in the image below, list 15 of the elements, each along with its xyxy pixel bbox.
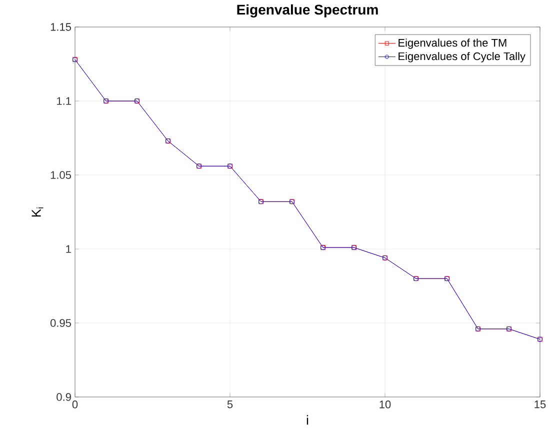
y-tick-label: 1.15 bbox=[50, 23, 71, 31]
x-tick-label: 5 bbox=[227, 400, 233, 408]
legend-label: Eigenvalues of the TM bbox=[398, 38, 506, 49]
y-tick-label: 0.9 bbox=[56, 393, 71, 401]
y-tick-label: 0.95 bbox=[50, 319, 71, 327]
x-tick-label: 10 bbox=[380, 400, 391, 408]
x-tick-label: 15 bbox=[534, 400, 546, 408]
chart-title: Eigenvalue Spectrum bbox=[237, 4, 378, 18]
y-tick-label: 1.1 bbox=[57, 97, 71, 105]
y-tick-label: 1 bbox=[66, 245, 71, 253]
legend-label: Eigenvalues of Cycle Tally bbox=[398, 52, 526, 62]
y-axis-title: K$_{i}$ bbox=[32, 208, 44, 217]
x-axis-title: i bbox=[306, 415, 308, 425]
x-tick-label: 0 bbox=[72, 400, 78, 408]
y-tick-label: 1.05 bbox=[50, 171, 71, 179]
